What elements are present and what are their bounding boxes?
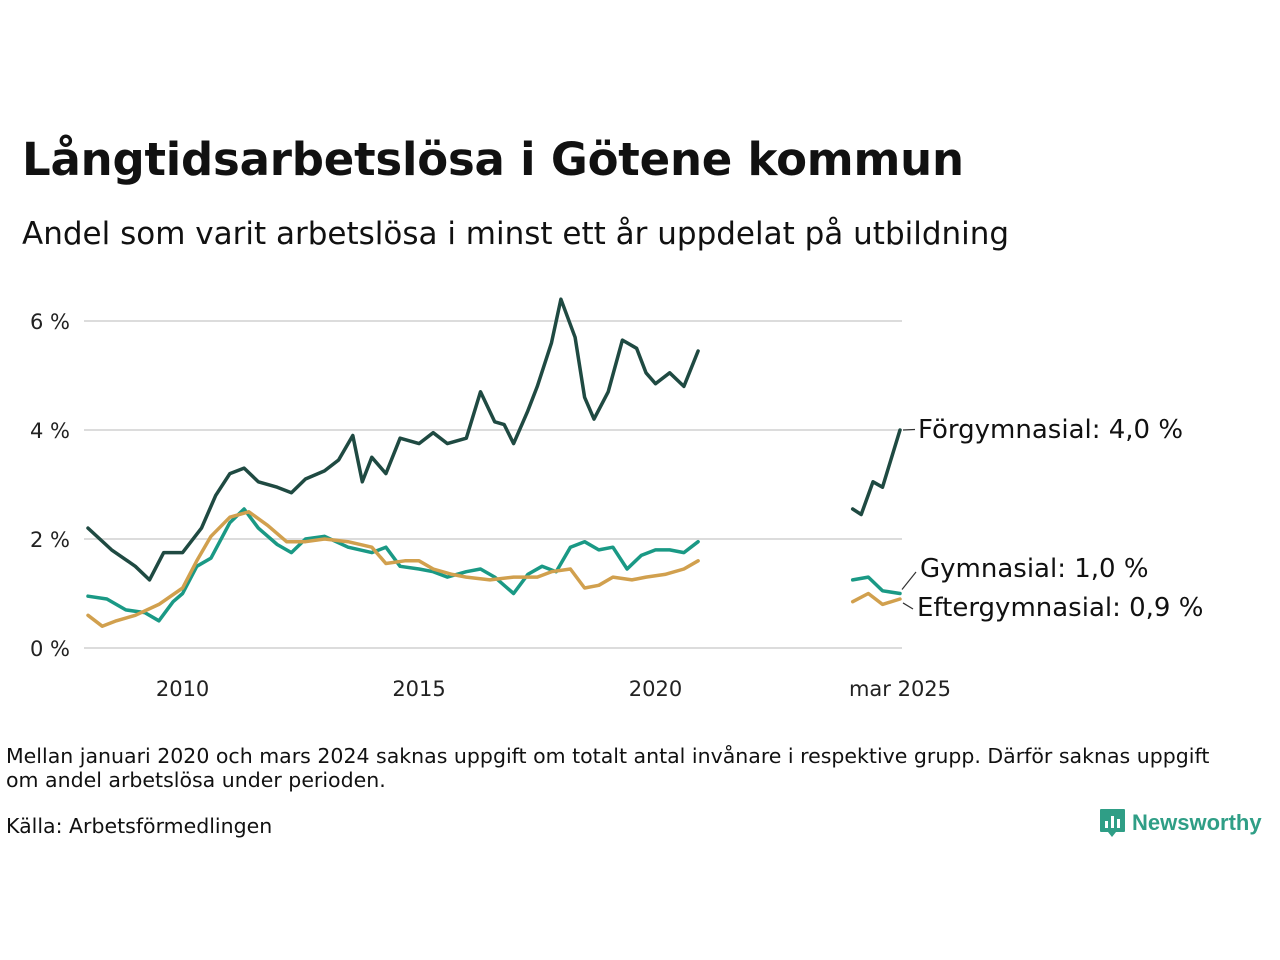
y-tick-label: 0 % bbox=[30, 637, 70, 661]
grid-lines bbox=[84, 320, 902, 649]
series-line-förgymnasial bbox=[86, 297, 700, 582]
chart-title: Långtidsarbetslösa i Götene kommun bbox=[22, 133, 964, 186]
line-chart: 0 % 2 % 4 % 6 % 2010 2015 2020 mar 2025 Förgym… bbox=[30, 297, 1203, 701]
footnote: Mellan januari 2020 och mars 2024 saknas… bbox=[6, 744, 1210, 792]
series-line-gymnasial bbox=[86, 507, 700, 623]
x-tick-label: 2020 bbox=[629, 677, 682, 701]
y-tick-label: 2 % bbox=[30, 528, 70, 552]
source-text: Källa: Arbetsförmedlingen bbox=[6, 814, 273, 838]
series-line-eftergymnasial bbox=[850, 591, 902, 607]
end-label-eftergymnasial: Eftergymnasial: 0,9 % bbox=[917, 593, 1203, 623]
chart-subtitle: Andel som varit arbetslösa i minst ett å… bbox=[22, 216, 1010, 252]
x-tick-label: mar 2025 bbox=[849, 677, 951, 701]
end-labels: Förgymnasial: 4,0 % Gymnasial: 1,0 % Efter… bbox=[901, 415, 1203, 623]
x-axis-ticks: 2010 2015 2020 mar 2025 bbox=[156, 677, 951, 701]
label-connector bbox=[901, 571, 917, 590]
end-label-förgymnasial: Förgymnasial: 4,0 % bbox=[918, 415, 1183, 445]
label-connector bbox=[902, 428, 916, 431]
series-line-gymnasial bbox=[850, 575, 902, 596]
y-tick-label: 4 % bbox=[30, 419, 70, 443]
x-tick-label: 2010 bbox=[156, 677, 209, 701]
y-tick-label: 6 % bbox=[30, 310, 70, 334]
end-label-gymnasial: Gymnasial: 1,0 % bbox=[920, 554, 1149, 584]
label-connector bbox=[902, 602, 914, 610]
series-lines bbox=[86, 297, 902, 628]
brand-name: Newsworthy bbox=[1132, 810, 1262, 835]
newsworthy-logo-icon bbox=[1100, 809, 1125, 837]
series-line-eftergymnasial bbox=[86, 510, 700, 628]
newsworthy-brand: Newsworthy bbox=[1099, 808, 1262, 838]
y-axis-ticks: 0 % 2 % 4 % 6 % bbox=[30, 310, 70, 661]
x-tick-label: 2015 bbox=[392, 677, 445, 701]
series-line-förgymnasial bbox=[850, 428, 902, 517]
